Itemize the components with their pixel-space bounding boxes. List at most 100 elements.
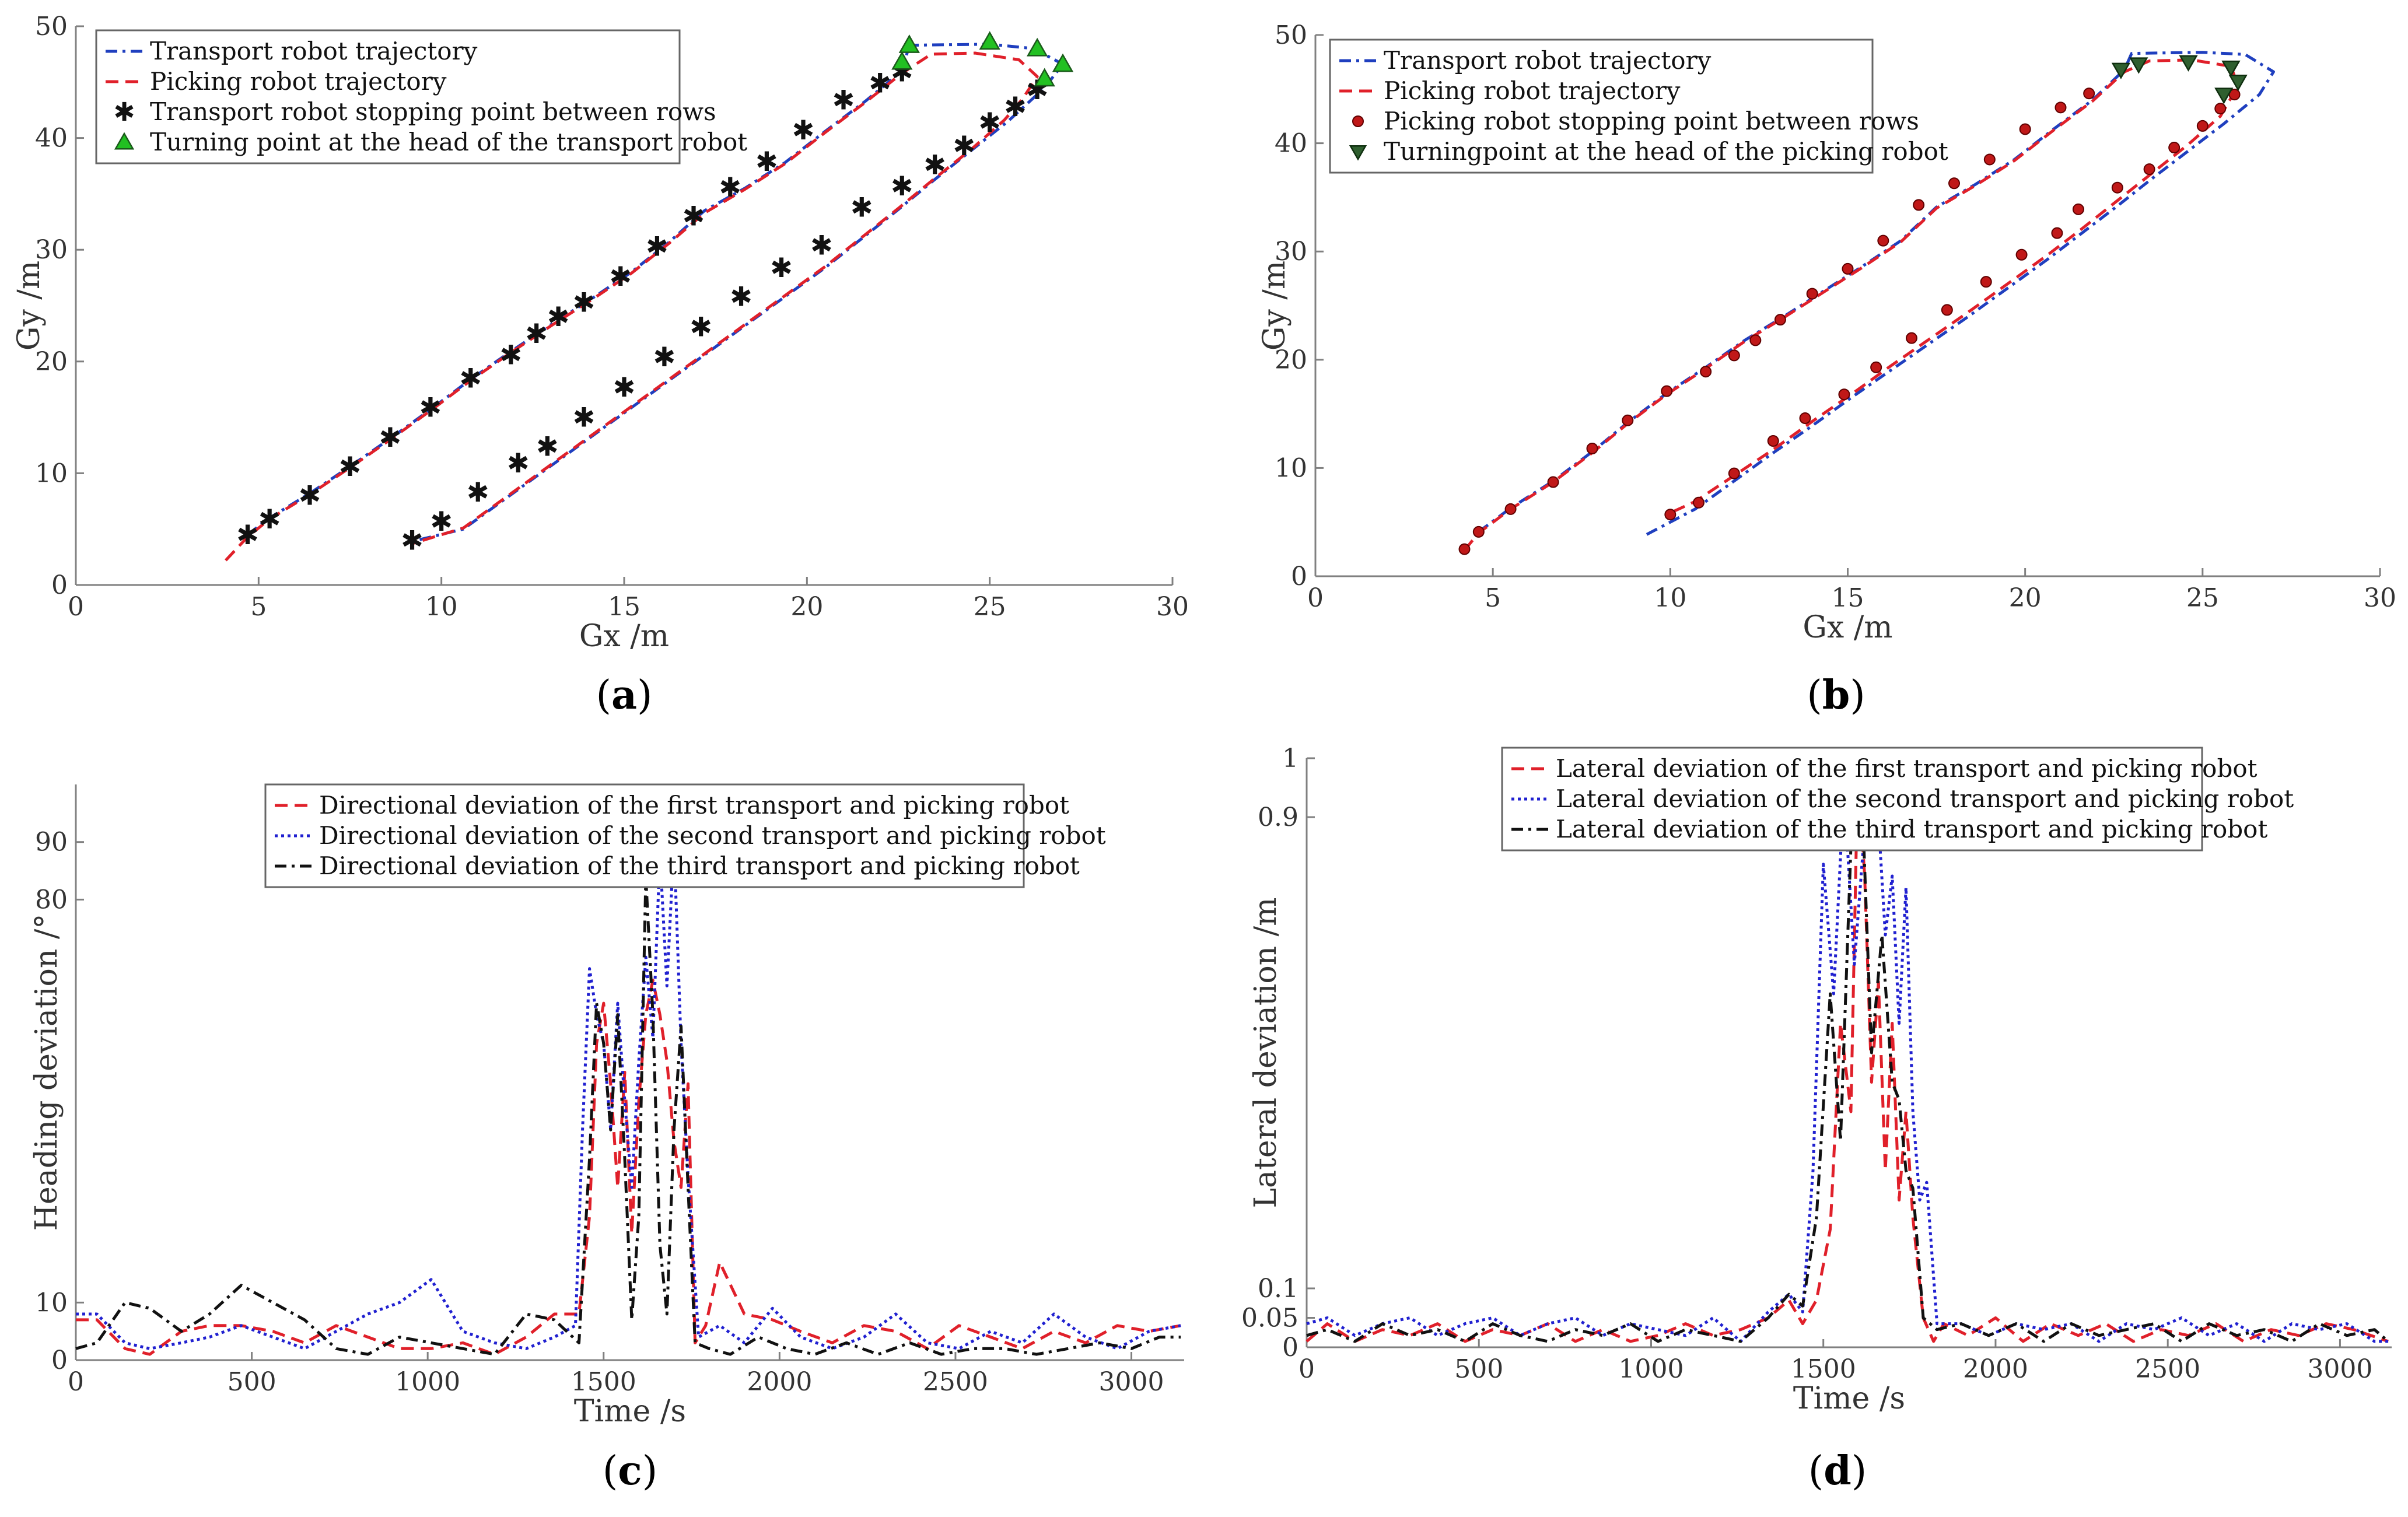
- data-point: ✱: [419, 391, 442, 423]
- x-tick-label: 0: [1307, 583, 1324, 613]
- x-tick-label: 2000: [747, 1367, 812, 1397]
- panel-caption: (d): [1808, 1448, 1867, 1494]
- y-tick-label: 1: [1282, 744, 1298, 773]
- y-tick-label: 0: [51, 1346, 68, 1375]
- panel-b: 0 5 10 15 20 25 30 0 10 20 30 40 50 Gx /m Gy /m Transpo…: [1257, 20, 2396, 719]
- x-tick-label: 2500: [923, 1367, 988, 1397]
- y-tick-label: 10: [35, 458, 68, 488]
- data-point: ✱: [573, 402, 596, 433]
- legend-label: Directional deviation of the third trans…: [319, 852, 1080, 880]
- data-point: [1774, 314, 1786, 326]
- x-tick-label: 20: [2009, 583, 2042, 613]
- data-point: ✱: [339, 451, 362, 482]
- x-tick-label: 30: [2364, 583, 2396, 613]
- legend-label: Directional deviation of the first trans…: [319, 791, 1069, 819]
- data-point: [1728, 349, 1740, 362]
- series-4: [2111, 55, 2248, 104]
- data-point: [1983, 153, 1996, 166]
- legend-label: Lateral deviation of the second transpor…: [1556, 784, 2294, 813]
- data-point: [1941, 304, 1953, 316]
- y-tick-label: 10: [1275, 453, 1307, 483]
- panel-caption: (a): [596, 672, 652, 719]
- data-point: [1877, 234, 1889, 247]
- data-point: ✱: [609, 261, 632, 292]
- data-point: [1799, 412, 1811, 425]
- data-point: [1806, 288, 1818, 300]
- legend: Directional deviation of the first trans…: [264, 783, 1106, 888]
- series-line: [1306, 774, 2389, 1343]
- panel-d: 0 500 1000 1500 2000 2500 3000 00.050.1 0.9 1 Time…: [1241, 744, 2392, 1494]
- x-tick-label: 30: [1156, 592, 1189, 622]
- x-axis-label: Time /s: [1793, 1381, 1905, 1416]
- data-point: [1661, 385, 1673, 397]
- y-tick-label: 0.9: [1258, 803, 1298, 832]
- legend-box: [264, 783, 1025, 888]
- series-4: [891, 31, 1074, 87]
- x-tick-label: 3000: [2307, 1354, 2372, 1384]
- data-point: ✱: [236, 519, 259, 551]
- data-point: ✱: [547, 301, 570, 332]
- data-point: [1664, 509, 1676, 521]
- y-tick-label: 20: [1275, 345, 1307, 375]
- series-3: [1306, 774, 2389, 1343]
- data-point: [2051, 227, 2063, 239]
- data-point: ✱: [792, 114, 815, 146]
- data-point: ✱: [719, 171, 741, 203]
- data-point: [1472, 525, 1485, 538]
- data-point: ✱: [536, 430, 559, 462]
- data-point: ✱: [573, 286, 596, 318]
- data-point: ✱: [430, 506, 453, 537]
- legend-label: Picking robot trajectory: [1384, 76, 1681, 105]
- data-point: [1838, 388, 1850, 401]
- data-point: [2179, 55, 2198, 72]
- legend-label: Transport robot stopping point between r…: [150, 97, 716, 126]
- data-point: ✱: [690, 311, 712, 342]
- data-point: ✱: [499, 339, 522, 370]
- x-tick-label: 10: [425, 592, 458, 622]
- data-point: ✱: [525, 318, 548, 349]
- data-point: ✱: [923, 149, 946, 181]
- y-axis-label: Gy /m: [1257, 261, 1292, 351]
- data-point: ✱: [770, 252, 793, 283]
- data-point: ✱: [299, 480, 321, 511]
- data-point: [1693, 496, 1704, 509]
- x-tick-label: 0: [68, 1367, 84, 1397]
- data-point: [891, 51, 913, 70]
- y-tick-label: 0: [51, 570, 68, 600]
- legend-label: Picking robot trajectory: [150, 67, 447, 96]
- y-tick-label: 50: [1275, 20, 1307, 50]
- x-tick-label: 25: [2186, 583, 2219, 613]
- data-point: [1052, 53, 1074, 72]
- data-point: [1948, 177, 1960, 190]
- x-tick-label: 500: [228, 1367, 276, 1397]
- data-point: [1547, 476, 1559, 488]
- x-tick-label: 10: [1654, 583, 1686, 613]
- y-axis-label: Gy /m: [12, 261, 47, 351]
- data-point: [1749, 334, 1762, 346]
- legend-label: Turning point at the head of the transpo…: [150, 128, 747, 156]
- x-tick-label: 1000: [395, 1367, 460, 1397]
- data-point: ✱: [613, 372, 636, 403]
- y-tick-label: 0: [1282, 1333, 1298, 1362]
- legend-marker: [1349, 145, 1367, 161]
- data-point: ✱: [467, 477, 489, 508]
- y-tick-label: 20: [35, 347, 68, 377]
- y-tick-label: 30: [1275, 237, 1307, 267]
- series-3: [75, 875, 1181, 1356]
- data-point: [2015, 248, 2028, 261]
- x-tick-label: 0: [68, 592, 84, 622]
- y-tick-label: 80: [35, 885, 68, 915]
- legend-label: Directional deviation of the second tran…: [319, 821, 1106, 850]
- y-tick-label: 30: [35, 235, 68, 265]
- data-point: [2129, 57, 2148, 74]
- data-point: [2228, 75, 2248, 92]
- x-tick-label: 25: [974, 592, 1006, 622]
- data-point: ✱: [832, 84, 855, 115]
- x-axis-label: Gx /m: [1803, 610, 1892, 645]
- x-tick-label: 1500: [1791, 1354, 1856, 1384]
- data-point: ✱: [730, 281, 752, 313]
